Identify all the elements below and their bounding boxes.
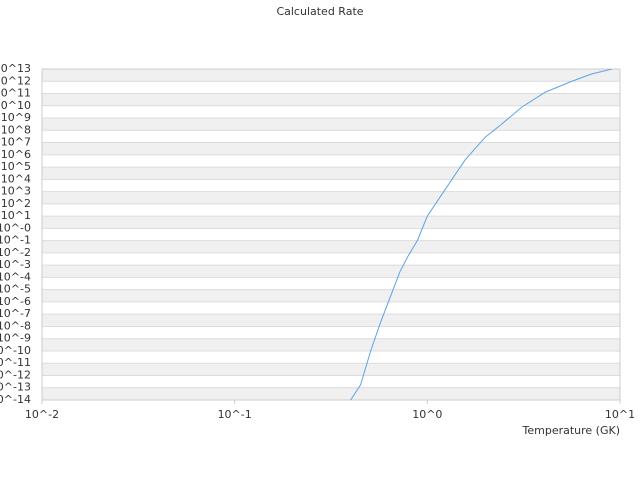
y-tick-label: 10^5	[1, 160, 31, 173]
y-tick-label: 10^-6	[0, 295, 31, 308]
x-tick-label: 10^-1	[218, 408, 252, 421]
grid-band	[42, 338, 620, 351]
y-tick-label: 10^6	[1, 148, 31, 161]
y-tick-label: 10^-9	[0, 332, 31, 345]
grid-band	[42, 118, 620, 131]
y-tick-label: 10^11	[0, 87, 31, 100]
y-tick-label: 10^13	[0, 62, 31, 75]
y-tick-label: 10^9	[1, 111, 31, 124]
y-tick-label: 10^-4	[0, 270, 31, 283]
plot-background	[42, 69, 620, 400]
y-tick-label: 10^2	[1, 197, 31, 210]
chart-title: Calculated Rate	[276, 5, 363, 18]
y-tick-label: 10^-0	[0, 221, 31, 234]
x-tick-label: 10^-2	[25, 408, 59, 421]
grid-band	[42, 387, 620, 400]
y-tick-label: 10^-7	[0, 307, 31, 320]
y-tick-label: 10^1	[1, 209, 31, 222]
grid-band	[42, 363, 620, 376]
y-tick-label: 10^-13	[0, 381, 31, 394]
y-tick-label: 10^7	[1, 136, 31, 149]
y-tick-label: 10^-8	[0, 319, 31, 332]
grid-band	[42, 240, 620, 253]
y-tick-label: 10^-10	[0, 344, 31, 357]
y-tick-label: 10^-2	[0, 246, 31, 259]
x-tick-label: 10^1	[605, 408, 635, 421]
grid-band	[42, 191, 620, 204]
y-tick-label: 10^-1	[0, 234, 31, 247]
y-tick-label: 10^-5	[0, 283, 31, 296]
y-tick-label: 10^-3	[0, 258, 31, 271]
y-tick-label: 10^-11	[0, 356, 31, 369]
grid-band	[42, 142, 620, 155]
y-tick-label: 10^-12	[0, 368, 31, 381]
data-line	[350, 69, 613, 400]
plot-frame	[41, 68, 621, 401]
y-tick-label: 10^4	[1, 172, 31, 185]
grid-band	[42, 265, 620, 278]
grid-band	[42, 167, 620, 180]
x-axis-label: Temperature (GK)	[522, 424, 621, 437]
grid-band	[42, 93, 620, 106]
y-tick-label: 10^12	[0, 74, 31, 87]
grid-band	[42, 289, 620, 302]
y-tick-label: 10^10	[0, 99, 31, 112]
grid-band	[42, 69, 620, 82]
y-tick-label: 10^3	[1, 185, 31, 198]
y-tick-label: 10^8	[1, 123, 31, 136]
x-tick-label: 10^0	[412, 408, 442, 421]
grid-band	[42, 216, 620, 229]
y-tick-label: 10^-14	[0, 393, 31, 406]
grid-band	[42, 314, 620, 327]
